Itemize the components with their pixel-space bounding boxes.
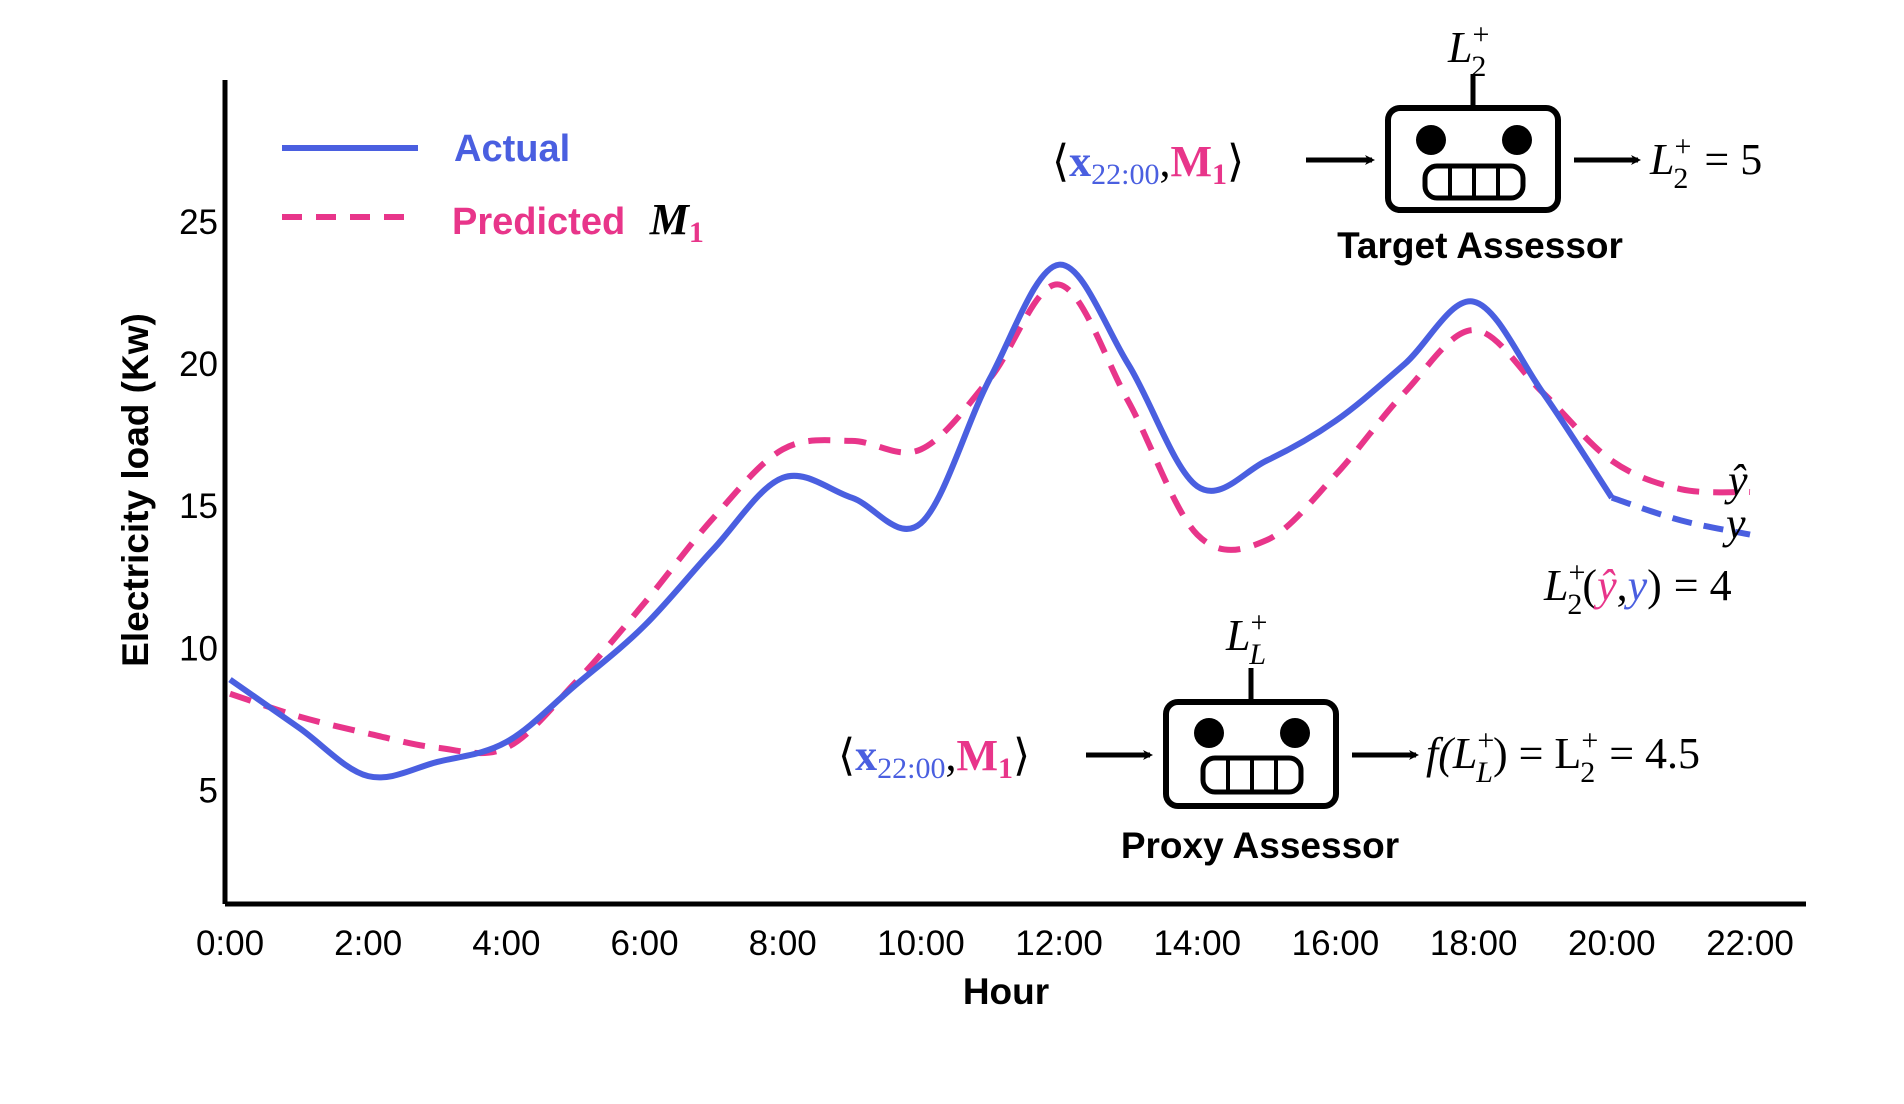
data-point-predicted bbox=[1471, 327, 1477, 333]
data-point-predicted bbox=[1609, 458, 1615, 464]
y-axis-title: Electricity load (Kw) bbox=[115, 313, 156, 667]
data-point-actual bbox=[1194, 483, 1200, 489]
x-tick-label: 0:00 bbox=[196, 924, 264, 963]
data-point-predicted bbox=[365, 731, 371, 737]
yhat-label: ŷ bbox=[1724, 456, 1748, 505]
data-point-actual bbox=[1125, 361, 1131, 367]
data-point-actual bbox=[434, 759, 440, 765]
loss-formula: L+ 2(ŷ,y) = 4 bbox=[1543, 556, 1732, 621]
data-point-predicted bbox=[1747, 489, 1753, 495]
data-point-predicted bbox=[987, 375, 993, 381]
data-point-actual bbox=[1332, 418, 1338, 424]
data-point-predicted bbox=[1125, 398, 1131, 404]
proxy-input: ⟨x22:00,M1⟩ bbox=[838, 731, 1030, 785]
data-point-predicted bbox=[1678, 486, 1684, 492]
x-tick-label: 4:00 bbox=[472, 924, 540, 963]
data-point-predicted bbox=[642, 600, 648, 606]
data-point-predicted bbox=[918, 446, 924, 452]
x-tick-label: 18:00 bbox=[1430, 924, 1518, 963]
x-tick-label: 20:00 bbox=[1568, 924, 1656, 963]
target-assessor-caption: Target Assessor bbox=[1337, 225, 1623, 266]
data-point-actual bbox=[1263, 458, 1269, 464]
legend-actual-label: Actual bbox=[454, 128, 570, 170]
x-tick-label: 2:00 bbox=[334, 924, 402, 963]
data-point-predicted bbox=[1332, 472, 1338, 478]
y-tick-label: 25 bbox=[179, 203, 218, 242]
y-tick-labels: 5 10 15 20 25 bbox=[179, 203, 218, 810]
data-point-actual bbox=[780, 475, 786, 481]
series-predicted-line bbox=[229, 281, 1751, 757]
data-point-actual bbox=[849, 495, 855, 501]
data-point-actual bbox=[1471, 299, 1477, 305]
proxy-assessor-caption: Proxy Assessor bbox=[1121, 825, 1399, 866]
legend-predicted-label: Predicted M1 bbox=[452, 195, 704, 249]
data-point-predicted bbox=[503, 745, 509, 751]
data-point-actual bbox=[296, 725, 302, 731]
x-tick-label: 8:00 bbox=[749, 924, 817, 963]
data-point-predicted bbox=[1056, 282, 1062, 288]
x-tick-label: 6:00 bbox=[610, 924, 678, 963]
data-point-actual bbox=[918, 520, 924, 526]
data-point-actual bbox=[1056, 262, 1062, 268]
x-tick-labels: 0:00 2:00 4:00 6:00 8:00 10:00 12:00 14:00 16:00… bbox=[196, 924, 1794, 963]
data-point-actual bbox=[227, 677, 233, 683]
data-point-predicted bbox=[572, 679, 578, 685]
data-point-predicted bbox=[1263, 537, 1269, 543]
data-point-actual bbox=[1678, 517, 1684, 523]
proxy-robot-icon bbox=[1163, 668, 1339, 809]
y-tick-label: 5 bbox=[199, 771, 218, 810]
data-point-actual bbox=[711, 546, 717, 552]
proxy-output: f(L+ L) = L+ 2 = 4.5 bbox=[1426, 724, 1700, 789]
data-point-predicted bbox=[1194, 532, 1200, 538]
target-robot-label: L+ 2 bbox=[1447, 18, 1489, 83]
target-output: L+ 2 = 5 bbox=[1649, 130, 1762, 195]
data-point-predicted bbox=[296, 713, 302, 719]
data-point-predicted bbox=[1402, 390, 1408, 396]
target-robot-icon bbox=[1385, 74, 1561, 213]
data-points bbox=[227, 262, 1753, 779]
data-point-actual bbox=[642, 623, 648, 629]
data-point-actual bbox=[1609, 495, 1615, 501]
data-point-predicted bbox=[780, 446, 786, 452]
y-tick-label: 20 bbox=[179, 345, 218, 384]
y-tick-label: 15 bbox=[179, 487, 218, 526]
x-tick-label: 22:00 bbox=[1706, 924, 1794, 963]
data-point-predicted bbox=[1540, 390, 1546, 396]
data-point-actual bbox=[503, 739, 509, 745]
data-point-predicted bbox=[227, 691, 233, 697]
x-axis-title: Hour bbox=[963, 971, 1049, 1012]
proxy-assessor: ⟨x22:00,M1⟩ L+ L f(L+ L) = L+ 2 = 4.5 Proxy … bbox=[838, 606, 1700, 866]
series-actual-line bbox=[228, 261, 1615, 781]
data-point-predicted bbox=[849, 438, 855, 444]
y-label: y bbox=[1722, 499, 1746, 548]
x-tick-label: 16:00 bbox=[1292, 924, 1380, 963]
target-assessor: ⟨x22:00,M1⟩ L+ 2 L+ 2 = 5 Target Assessor bbox=[1052, 18, 1762, 266]
legend: Actual Predicted M1 bbox=[282, 128, 704, 249]
data-point-predicted bbox=[434, 745, 440, 751]
y-tick-label: 10 bbox=[179, 629, 218, 668]
data-point-actual bbox=[1747, 532, 1753, 538]
data-point-predicted bbox=[711, 515, 717, 521]
x-tick-label: 10:00 bbox=[877, 924, 965, 963]
x-tick-label: 12:00 bbox=[1015, 924, 1103, 963]
data-point-actual bbox=[1402, 361, 1408, 367]
proxy-robot-label: L+ L bbox=[1225, 606, 1267, 671]
x-tick-label: 14:00 bbox=[1153, 924, 1241, 963]
target-input: ⟨x22:00,M1⟩ bbox=[1052, 137, 1244, 191]
data-point-actual bbox=[365, 773, 371, 779]
series-actual-forecast-segment bbox=[1610, 494, 1751, 538]
